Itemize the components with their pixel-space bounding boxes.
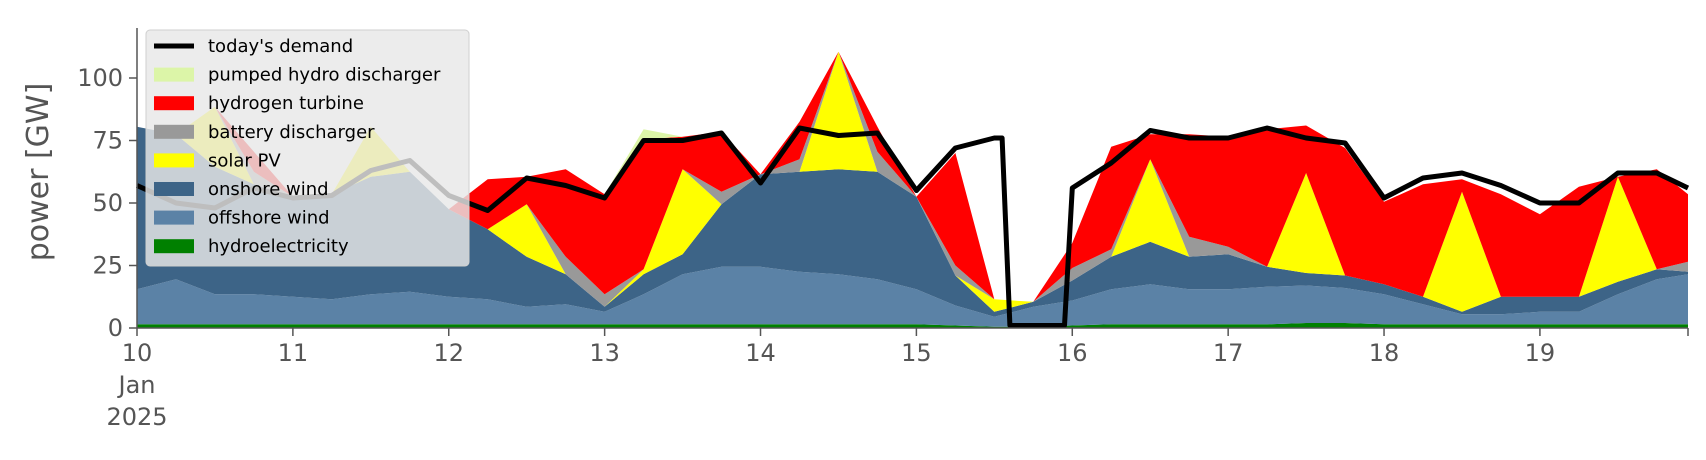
area-onshore-wind [137, 126, 1688, 317]
x-tick-label: 14 [745, 339, 776, 367]
legend-swatch-onshore-wind [154, 182, 194, 196]
x-tick-label: 19 [1525, 339, 1556, 367]
legend-label-onshore-wind: onshore wind [208, 179, 329, 200]
x-tick-label: 13 [589, 339, 620, 367]
legend-label-today-s-demand: today's demand [208, 36, 353, 57]
legend-label-solar-pv: solar PV [208, 150, 281, 171]
stacked-areas [137, 51, 1688, 328]
area-hydroelectricity [137, 323, 1688, 328]
x-tick-label: 18 [1369, 339, 1400, 367]
legend-label-pumped-hydro-discharger: pumped hydro discharger [208, 65, 441, 86]
x-tick-sublabel: Jan [117, 371, 156, 399]
legend-swatch-pumped-hydro-discharger [154, 67, 194, 82]
x-tick-label: 12 [433, 339, 464, 367]
y-tick-label: 100 [77, 64, 123, 92]
legend-label-hydrogen-turbine: hydrogen turbine [208, 93, 364, 114]
legend: today's demand pumped hydro discharger hyd… [145, 29, 470, 267]
legend-swatch-solar-pv [154, 153, 194, 168]
x-tick-sublabel: 2025 [106, 403, 167, 431]
x-tick-label: 11 [278, 339, 309, 367]
legend-swatch-hydroelectricity [154, 239, 194, 254]
y-tick-label: 75 [92, 127, 123, 155]
area-hydrogen-turbine [137, 51, 1688, 302]
legend-swatch-hydrogen-turbine [154, 96, 194, 111]
axes: 0 25 50 75 100 10 11 12 13 14 15 16 17 18 19 Jan 2025 [77, 28, 1689, 431]
legend-label-battery-discharger: battery discharger [208, 122, 375, 143]
x-tick-label: 16 [1057, 339, 1088, 367]
legend-swatch-offshore-wind [154, 210, 194, 225]
legend-label-offshore-wind: offshore wind [208, 208, 330, 229]
legend-box [145, 29, 470, 267]
y-tick-label: 0 [108, 314, 123, 342]
x-tick-label: 15 [901, 339, 932, 367]
legend-label-hydroelectricity: hydroelectricity [208, 236, 349, 257]
area-offshore-wind [137, 266, 1688, 327]
x-tick-label: 17 [1213, 339, 1244, 367]
area-solar-pv [137, 51, 1688, 312]
x-tick-label: 10 [122, 339, 153, 367]
legend-swatch-battery-discharger [154, 124, 194, 139]
y-tick-label: 25 [92, 252, 123, 280]
y-axis-label: power [GW] [21, 83, 56, 262]
y-tick-label: 50 [92, 189, 123, 217]
